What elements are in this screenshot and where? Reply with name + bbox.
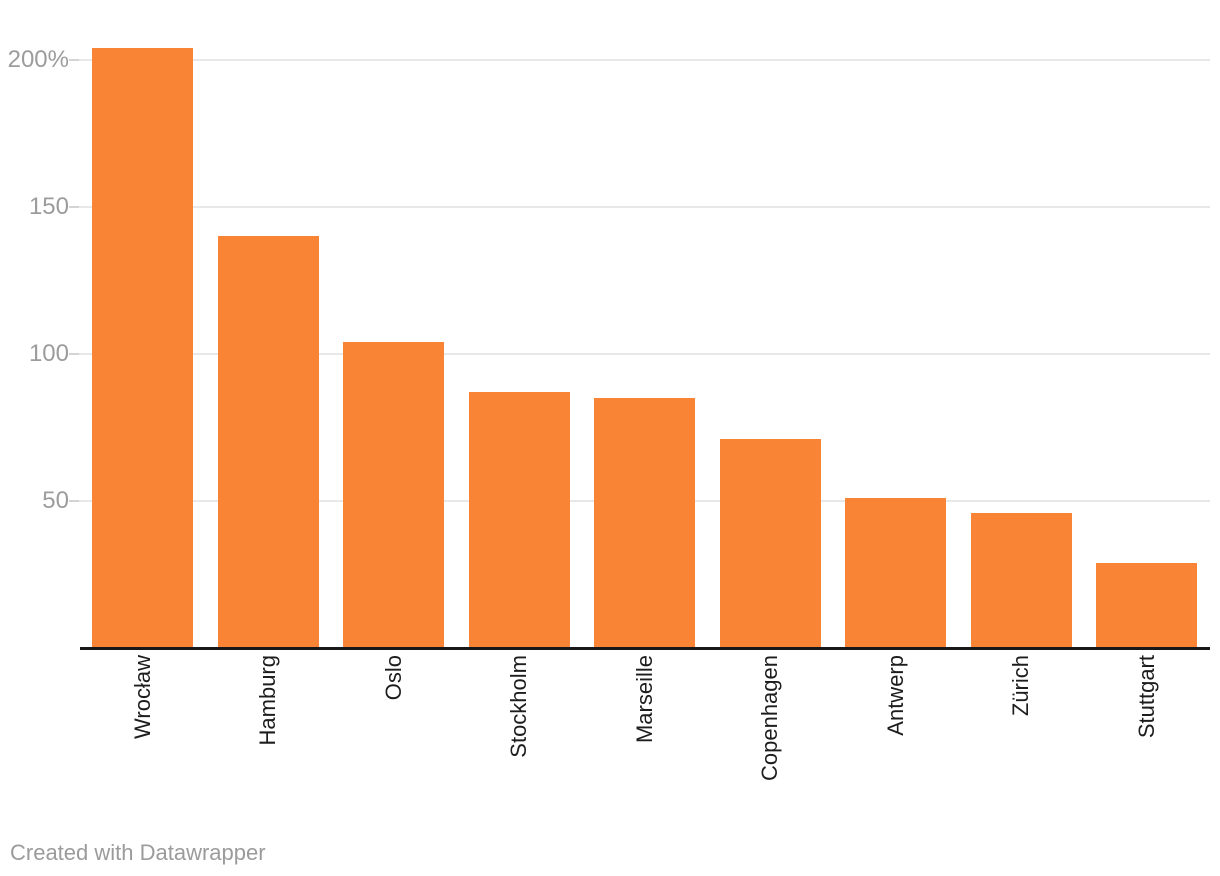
bar-zürich	[971, 512, 1072, 648]
x-category-label: Stockholm	[506, 655, 531, 758]
x-axis-line	[80, 647, 1210, 650]
bar-copenhagen	[720, 439, 821, 648]
x-category-label: Hamburg	[255, 655, 280, 746]
x-category-label: Copenhagen	[757, 655, 782, 782]
x-category-label: Oslo	[381, 655, 406, 701]
y-tick-label: 150	[28, 193, 69, 220]
x-category-label: Zürich	[1008, 655, 1033, 717]
y-axis-tick	[69, 353, 79, 355]
attribution-text[interactable]: Created with Datawrapper	[10, 840, 266, 865]
x-category-label: Marseille	[632, 655, 657, 744]
y-tick-label: 50	[42, 487, 69, 514]
x-category-label: Stuttgart	[1134, 655, 1159, 739]
y-tick-label: 200%	[7, 46, 69, 73]
gridline	[79, 59, 1210, 61]
bar-oslo	[343, 342, 444, 648]
y-axis-tick	[69, 206, 79, 208]
bar-stockholm	[469, 392, 570, 648]
bar-antwerp	[845, 498, 946, 648]
x-category-label: Antwerp	[883, 655, 908, 736]
bar-hamburg	[218, 236, 319, 648]
y-axis-tick	[69, 500, 79, 502]
bar-wrocław	[92, 48, 193, 648]
bar-stuttgart	[1096, 562, 1197, 648]
gridline	[79, 206, 1210, 208]
y-tick-label: 100	[28, 340, 69, 367]
x-category-label: Wrocław	[130, 655, 155, 739]
y-axis-tick	[69, 59, 79, 61]
gridline	[79, 353, 1210, 355]
bar-marseille	[594, 398, 695, 648]
